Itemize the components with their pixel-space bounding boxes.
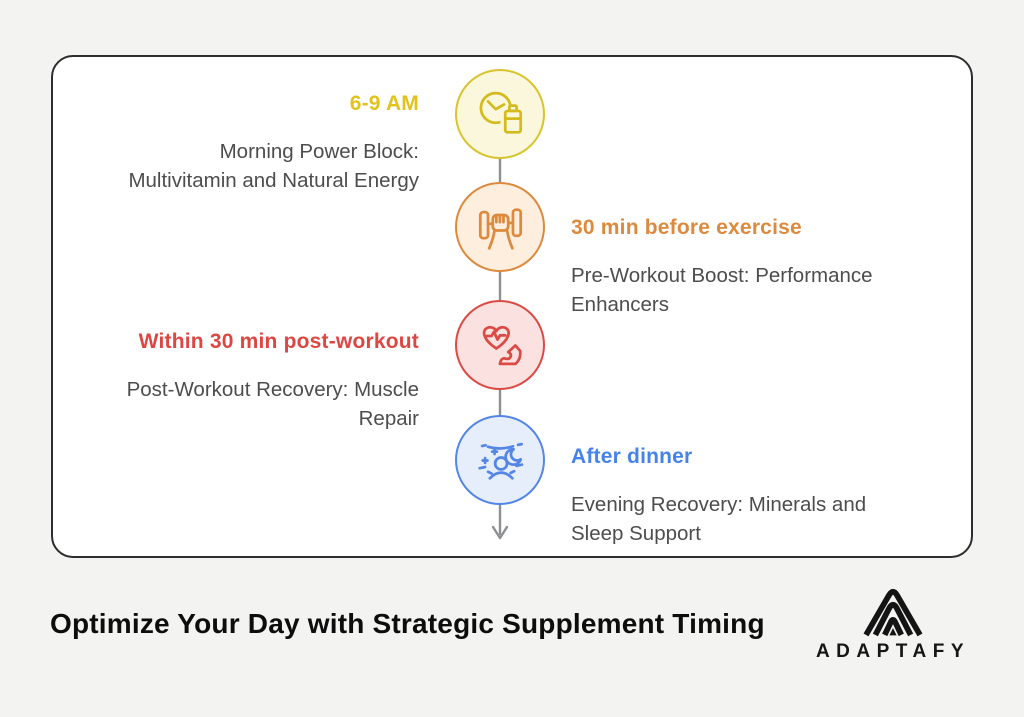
sleep-moon-icon xyxy=(477,442,523,480)
timeline-node-morning xyxy=(455,69,545,159)
dumbbell-grip-icon xyxy=(478,207,522,250)
time-label: After dinner xyxy=(571,445,693,468)
item-description: Post-Workout Recovery: Muscle Repair xyxy=(126,378,419,430)
adaptafy-mountain-icon xyxy=(863,588,923,637)
time-label: Within 30 min post-workout xyxy=(138,330,419,353)
infographic-page: 6-9 AM Morning Power Block: Multivitamin… xyxy=(0,55,1024,663)
brand-name: ADAPTAFY xyxy=(815,641,970,662)
item-description: Morning Power Block: Multivitamin and Na… xyxy=(128,140,419,192)
time-label: 30 min before exercise xyxy=(571,216,802,239)
timeline-item-preworkout: 30 min before exercise Pre-Workout Boost… xyxy=(571,215,953,319)
item-description: Pre-Workout Boost: Performance Enhancers xyxy=(571,264,873,316)
timeline-item-morning: 6-9 AM Morning Power Block: Multivitamin… xyxy=(57,91,419,195)
timeline-node-preworkout xyxy=(455,182,545,272)
item-description: Evening Recovery: Minerals and Sleep Sup… xyxy=(571,493,867,545)
footer: Optimize Your Day with Strategic Supplem… xyxy=(50,584,974,663)
brand-logo: ADAPTAFY xyxy=(816,584,974,663)
timeline-card: 6-9 AM Morning Power Block: Multivitamin… xyxy=(51,55,973,558)
page-title: Optimize Your Day with Strategic Supplem… xyxy=(50,607,765,639)
heart-pulse-bicep-icon xyxy=(482,325,522,365)
timeline-node-evening xyxy=(455,415,545,505)
timeline-item-postworkout: Within 30 min post-workout Post-Workout … xyxy=(57,329,419,433)
time-label: 6-9 AM xyxy=(349,92,419,115)
clock-supplement-icon xyxy=(479,91,525,137)
timeline-item-evening: After dinner Evening Recovery: Minerals … xyxy=(571,444,953,548)
timeline-node-postworkout xyxy=(455,300,545,390)
